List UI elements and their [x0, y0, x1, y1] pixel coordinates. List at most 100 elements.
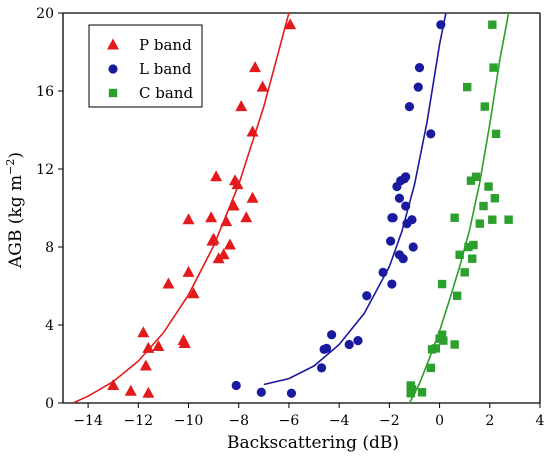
legend-marker-p-band [107, 38, 119, 50]
data-point-l-band [316, 363, 327, 373]
data-point-l-band [413, 82, 423, 92]
data-point-p-band [152, 339, 165, 351]
data-point-l-band [388, 213, 398, 223]
plot-frame [62, 12, 541, 404]
data-point-p-band [107, 378, 120, 390]
data-point-p-band [124, 384, 137, 396]
data-point-p-band [205, 211, 218, 223]
data-point-l-band [256, 387, 266, 397]
data-point-p-band [235, 100, 248, 112]
data-point-l-band [404, 102, 415, 112]
data-point-c-band [437, 330, 447, 339]
data-point-c-band [462, 82, 472, 92]
y-tick-label: 12 [36, 162, 54, 178]
y-axis-title-main: AGB (kg m [6, 175, 26, 269]
data-point-l-band [401, 172, 411, 182]
data-point-p-band [139, 359, 152, 371]
data-point-l-band [408, 242, 418, 252]
data-point-c-band [471, 172, 481, 181]
data-point-p-band [162, 277, 175, 289]
data-point-l-band [344, 339, 354, 350]
data-point-c-band [464, 242, 473, 252]
data-point-l-band [394, 193, 405, 203]
x-tick-label: 0 [435, 413, 444, 429]
data-point-p-band [217, 248, 230, 260]
data-point-p-band [240, 211, 253, 223]
data-point-p-band [182, 213, 195, 225]
y-tick-label: 8 [45, 240, 54, 256]
data-point-l-band [231, 380, 241, 391]
data-point-p-band [223, 238, 236, 250]
data-point-c-band [450, 340, 459, 349]
data-point-l-band [327, 330, 337, 340]
data-point-l-band [414, 63, 425, 73]
x-axis-title: Backscattering (dB) [227, 433, 399, 453]
legend-box [88, 24, 203, 108]
y-tick-label: 20 [36, 6, 54, 22]
y-axis-title-sup: −2 [4, 159, 17, 175]
data-point-c-band [479, 201, 488, 211]
x-tick-label: −14 [73, 413, 103, 429]
data-point-l-band [378, 267, 388, 277]
legend-markers [107, 38, 119, 98]
x-tick-label: 4 [536, 413, 545, 429]
y-ticks: 0 4 8 12 16 20 [36, 6, 63, 412]
markers [107, 18, 513, 398]
data-point-c-band [475, 219, 484, 228]
data-point-l-band [398, 254, 408, 264]
data-point-p-band [210, 170, 223, 182]
data-point-p-band [182, 265, 195, 277]
data-point-p-band [187, 287, 200, 299]
legend-label-p-band: P band [139, 36, 192, 54]
data-point-c-band [504, 215, 513, 224]
data-point-c-band [490, 194, 500, 203]
data-point-p-band [249, 61, 262, 73]
legend-label-c-band: C band [139, 84, 193, 102]
data-point-p-band [231, 178, 244, 190]
legend-label-l-band: L band [139, 60, 192, 78]
data-point-c-band [468, 254, 477, 263]
y-axis-title-close: ) [6, 152, 26, 159]
x-tick-label: −10 [174, 413, 204, 429]
y-tick-label: 16 [36, 84, 54, 100]
data-point-l-band [426, 129, 436, 139]
data-point-l-band [362, 291, 372, 301]
legend: P band L band C band [88, 24, 203, 108]
legend-marker-l-band [108, 64, 118, 74]
x-tick-label: −6 [279, 413, 300, 429]
x-ticks: −14 −12 −10 −8 −6 −4 −2 0 2 4 [73, 403, 545, 429]
data-point-l-band [401, 201, 411, 211]
data-point-c-band [466, 176, 476, 185]
data-point-p-band [220, 215, 233, 227]
data-point-c-band [460, 268, 469, 277]
y-axis-title: AGB (kg m−2) [4, 152, 26, 269]
data-point-c-band [455, 250, 464, 259]
data-point-l-band [386, 236, 396, 246]
fit-line-c-band [408, 12, 510, 404]
data-point-c-band [407, 385, 417, 394]
data-point-c-band [488, 20, 497, 29]
data-point-l-band [387, 279, 397, 289]
data-point-l-band [319, 344, 329, 354]
data-point-p-band [207, 232, 220, 244]
data-point-c-band [452, 291, 462, 300]
x-tick-label: −4 [329, 413, 350, 429]
y-tick-label: 0 [45, 396, 54, 412]
x-tick-label: 2 [485, 413, 494, 429]
data-point-l-band [353, 336, 363, 346]
data-point-p-band [246, 191, 259, 203]
data-point-c-band [480, 102, 489, 111]
data-point-p-band [227, 199, 240, 211]
data-point-l-band [407, 215, 417, 225]
data-point-c-band [431, 344, 441, 353]
data-point-c-band [417, 388, 427, 397]
data-point-c-band [426, 363, 435, 373]
fit-line-l-band [263, 12, 447, 386]
data-point-c-band [491, 129, 501, 139]
data-point-c-band [450, 213, 459, 222]
data-point-p-band [178, 337, 191, 349]
x-tick-label: −2 [379, 413, 400, 429]
x-tick-label: −8 [228, 413, 249, 429]
data-point-l-band [436, 20, 446, 30]
